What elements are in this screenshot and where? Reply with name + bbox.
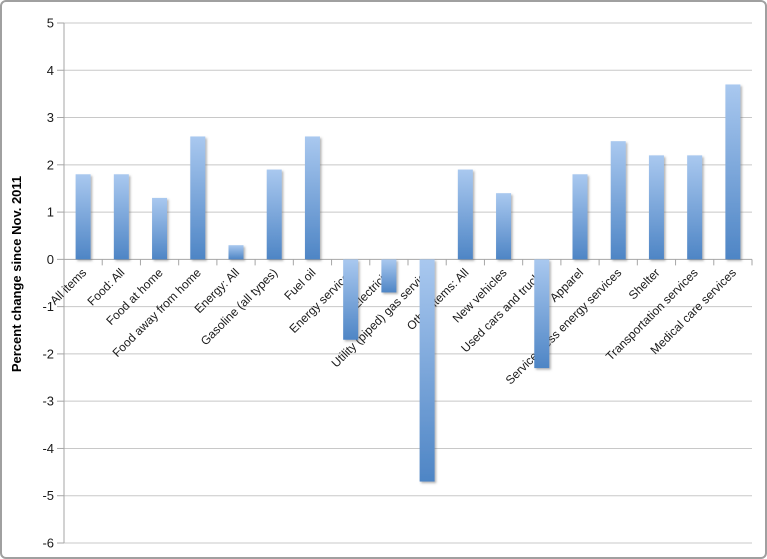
bar: [610, 141, 626, 260]
bar: [381, 259, 397, 293]
y-tick-label: -2: [42, 346, 54, 361]
bar: [266, 169, 282, 260]
x-category-label: All items: [47, 266, 89, 308]
y-tick-label: 3: [47, 110, 54, 125]
y-axis-title: Percent change since Nov. 2011: [9, 176, 24, 372]
bar: [343, 259, 359, 340]
y-tick-label: 1: [47, 205, 54, 220]
y-tick-label: 0: [47, 252, 54, 267]
y-tick-label: 2: [47, 157, 54, 172]
x-category-label: Fuel oil: [281, 266, 318, 303]
y-tick-label: -6: [42, 536, 54, 551]
bar: [496, 193, 512, 260]
bar: [572, 174, 588, 260]
bar: [190, 136, 206, 260]
bar: [725, 84, 741, 260]
bar: [419, 259, 435, 482]
bar: [648, 155, 664, 260]
bar: [534, 259, 550, 369]
y-tick-label: -1: [42, 299, 54, 314]
bar: [304, 136, 320, 260]
y-tick-label: -5: [42, 488, 54, 503]
bar: [687, 155, 703, 260]
y-tick-label: 4: [47, 63, 54, 78]
bar: [228, 245, 244, 260]
bar: [457, 169, 473, 260]
y-tick-label: -3: [42, 394, 54, 409]
bar: [75, 174, 91, 260]
bar: [113, 174, 129, 260]
y-tick-label: 5: [47, 16, 54, 31]
bar: [152, 197, 168, 260]
y-tick-label: -4: [42, 441, 54, 456]
x-category-label: Shelter: [626, 266, 663, 303]
